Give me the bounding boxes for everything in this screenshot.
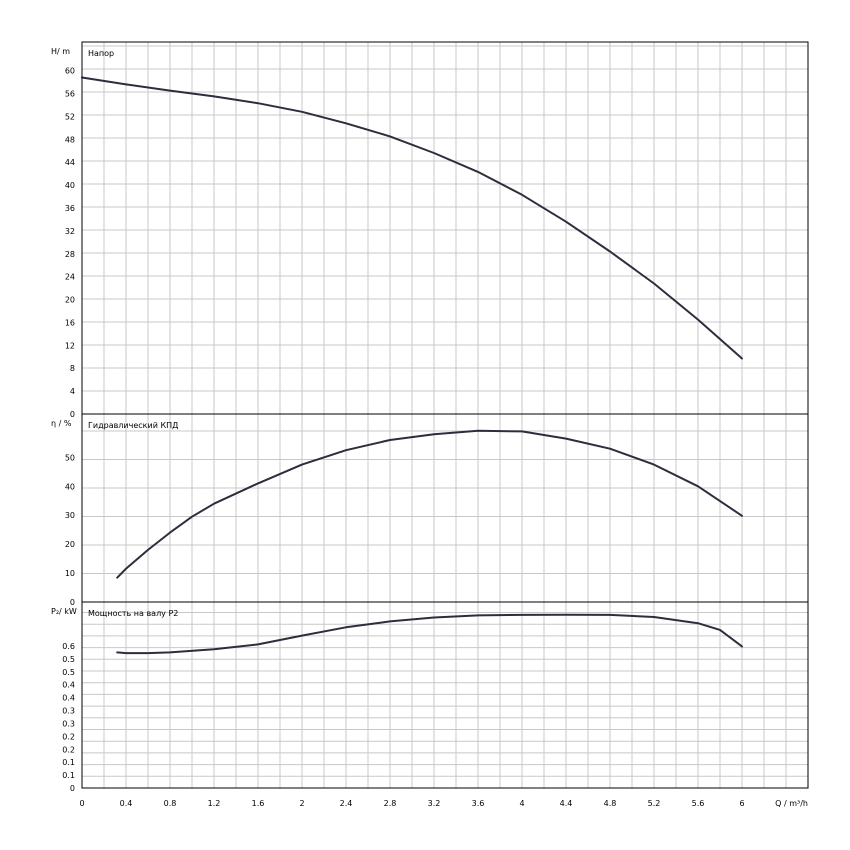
curve-layer [81, 76, 743, 655]
y-tick-label: 8 [70, 364, 75, 373]
y-tick-label: 0.3 [62, 719, 75, 728]
performance-curve [81, 76, 743, 360]
y-tick-label: 60 [65, 67, 75, 76]
y-tick-label: 32 [65, 227, 75, 236]
x-tick-label: 2.8 [384, 799, 397, 808]
y-tick-label: 20 [65, 296, 75, 305]
panel-title: Гидравлический КПД [88, 421, 178, 430]
y-tick-label: 0 [70, 598, 75, 607]
y-tick-label: 0.4 [62, 694, 75, 703]
y-tick-label: 0.4 [62, 681, 75, 690]
y-tick-label: 20 [65, 540, 75, 549]
y-tick-label: 24 [65, 273, 75, 282]
performance-curve [116, 613, 743, 655]
y-tick-label: 0.1 [62, 758, 75, 767]
y-tick-label: 0.6 [62, 642, 75, 651]
y-axis-label: η / % [51, 419, 72, 428]
y-tick-label: 10 [65, 569, 75, 578]
y-tick-label: 0 [70, 410, 75, 419]
y-tick-label: 52 [65, 112, 75, 121]
y-tick-label: 0.5 [62, 655, 75, 664]
y-tick-label: 0.2 [62, 732, 75, 741]
y-tick-label: 0.5 [62, 668, 75, 677]
x-tick-label: 4.8 [604, 799, 617, 808]
panel-title: Мощность на валу P2 [88, 609, 178, 618]
y-tick-label: 36 [65, 204, 75, 213]
x-tick-label: 0 [79, 799, 84, 808]
y-tick-label: 28 [65, 250, 75, 259]
x-tick-label: 5.6 [692, 799, 705, 808]
x-tick-label: 2.4 [340, 799, 353, 808]
y-tick-label: 0.3 [62, 707, 75, 716]
y-tick-label: 56 [65, 90, 75, 99]
y-tick-label: 40 [65, 181, 75, 190]
y-tick-label: 0.1 [62, 771, 75, 780]
y-tick-label: 40 [65, 482, 75, 491]
y-axis-label: H/ m [51, 47, 70, 56]
y-tick-label: 44 [65, 158, 75, 167]
x-tick-label: 4 [519, 799, 524, 808]
y-tick-label: 50 [65, 453, 75, 462]
x-axis-label: Q / m³/h [775, 799, 808, 808]
y-tick-label: 30 [65, 511, 75, 520]
y-tick-label: 16 [65, 318, 75, 327]
grid-layer [82, 42, 808, 788]
frame-layer [81, 41, 809, 789]
x-tick-label: 0.4 [120, 799, 133, 808]
y-axis-label: P₂/ kW [51, 607, 77, 616]
y-tick-label: 48 [65, 135, 75, 144]
panel-title: Напор [88, 49, 114, 58]
x-tick-label: 5.2 [648, 799, 661, 808]
y-tick-label: 12 [65, 341, 75, 350]
y-tick-label: 0 [70, 784, 75, 793]
y-tick-label: 4 [70, 387, 75, 396]
x-tick-label: 2 [299, 799, 304, 808]
x-tick-label: 1.2 [208, 799, 221, 808]
performance-curve [116, 429, 743, 579]
x-tick-label: 1.6 [252, 799, 265, 808]
x-tick-label: 4.4 [560, 799, 573, 808]
x-tick-label: 3.6 [472, 799, 485, 808]
x-tick-label: 6 [739, 799, 744, 808]
y-tick-label: 0.2 [62, 745, 75, 754]
chart-frame [81, 41, 809, 789]
x-tick-label: 0.8 [164, 799, 177, 808]
x-tick-label: 3.2 [428, 799, 441, 808]
